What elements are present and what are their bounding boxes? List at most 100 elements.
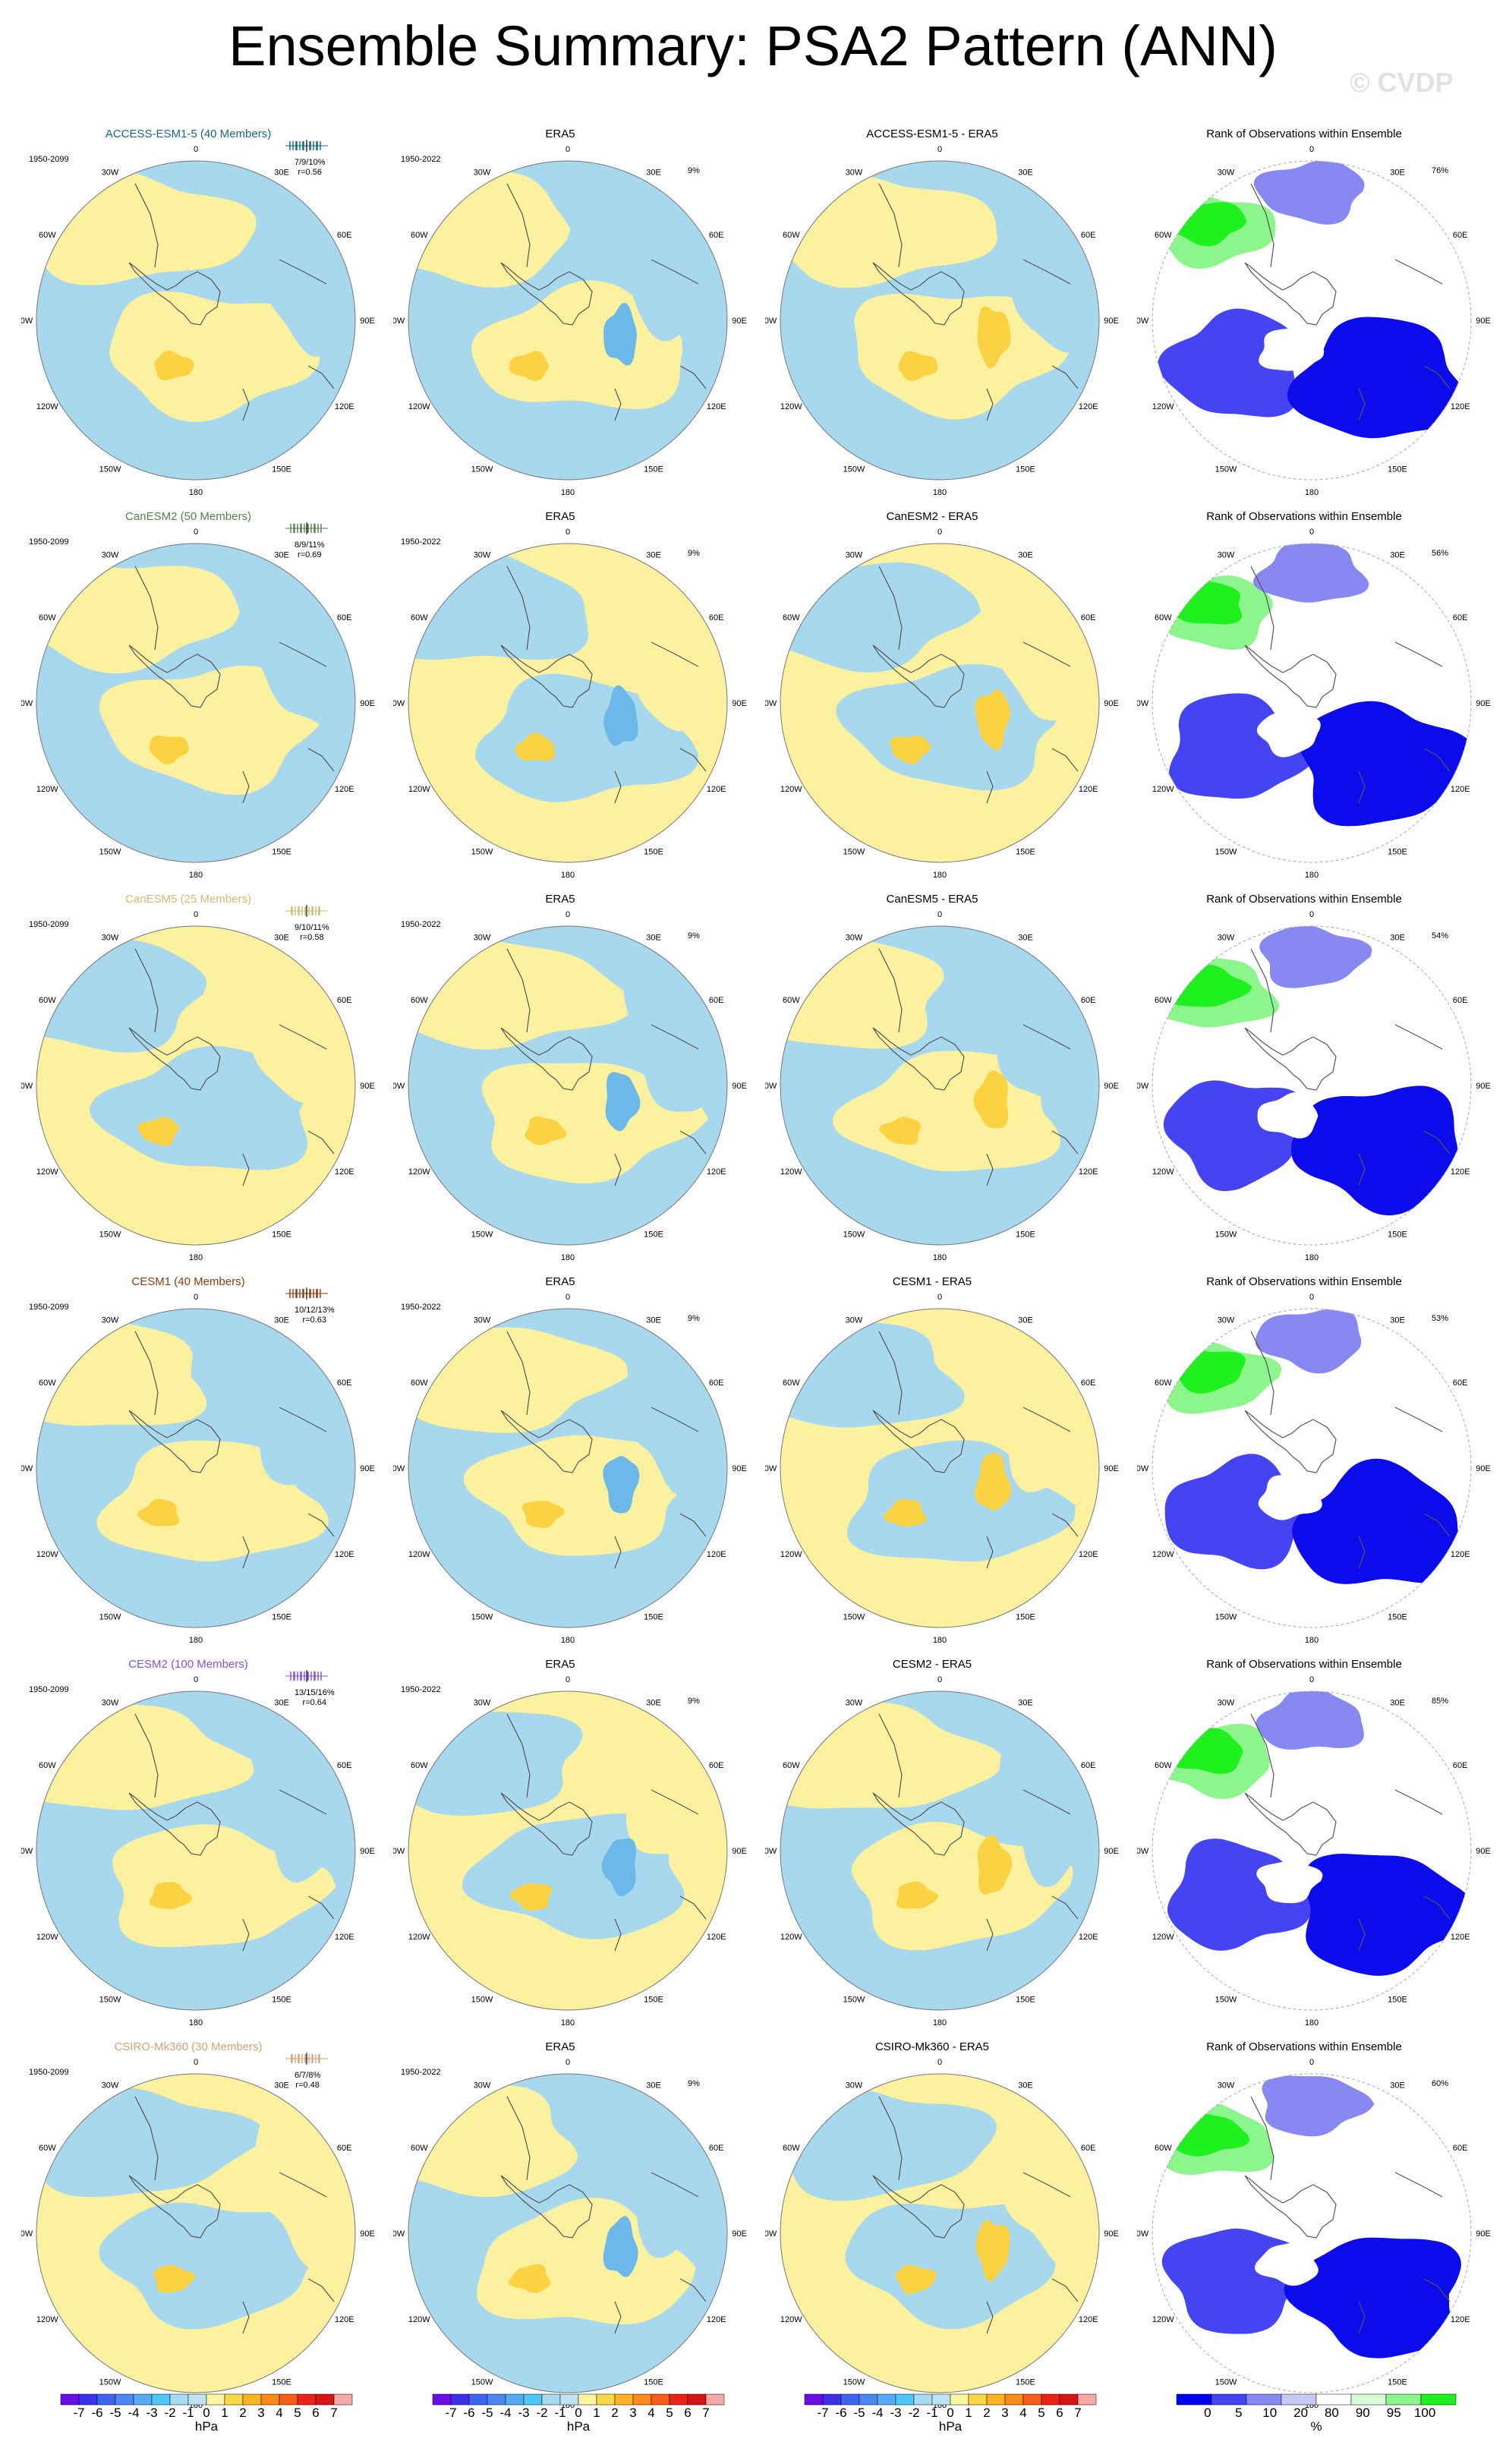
colorbar-svg: 0 5 10 20 80 90 95 100%: [1176, 2393, 1457, 2434]
lon-tick-label: 120E: [1451, 785, 1470, 794]
lon-tick-label: 0: [194, 145, 198, 154]
lon-tick-label: 150E: [1016, 2378, 1035, 2387]
map-border: [1152, 925, 1472, 1246]
variance-pct-range: 7/9/10%: [295, 158, 326, 167]
colorbar-tick: 5: [666, 2406, 673, 2420]
panel-title: CESM1 (40 Members): [131, 1275, 245, 1288]
coastline: [1250, 948, 1274, 1033]
lon-tick-label: 120E: [707, 785, 726, 794]
lon-tick-label: 90E: [732, 317, 747, 326]
colorbar-tick: -7: [73, 2406, 84, 2420]
lon-tick-label: 150W: [471, 1230, 493, 1240]
lon-tick-label: 60E: [1081, 1379, 1096, 1388]
lon-tick-label: 120W: [408, 1550, 430, 1559]
coastline: [1244, 1410, 1337, 1473]
lon-tick-label: 60E: [709, 1379, 724, 1388]
map-border: [780, 543, 1100, 863]
lon-tick-label: 150E: [1388, 465, 1407, 474]
lon-tick-label: 150E: [644, 848, 663, 857]
colorbar-tick: 0: [203, 2406, 210, 2420]
lon-tick-label: 60W: [783, 231, 800, 240]
lon-tick-label: 60W: [411, 996, 428, 1005]
lon-tick-label: 90E: [1476, 1464, 1491, 1473]
colorbar-tick: -1: [182, 2406, 194, 2420]
lon-tick-label: 90E: [360, 2229, 375, 2239]
lon-tick-label: 120W: [408, 785, 430, 794]
lon-tick-label: 30E: [646, 2081, 661, 2090]
variance-pct: 9%: [688, 1314, 700, 1323]
panel-title: Rank of Observations within Ensemble: [1206, 2040, 1402, 2053]
panel-obs: ERA5 0 30E 60E 90E 120E 150E 180 150W 120W 90W 60W 3…: [393, 128, 758, 507]
lon-tick-label: 90E: [1476, 699, 1491, 708]
lon-tick-label: 90W: [393, 1082, 405, 1091]
colorbar-tick: 3: [257, 2406, 264, 2420]
colorbar-svg: -7 -6 -5 -4 -3 -2 -1 0 1 2 3 4 5 6 7 hPa: [60, 2393, 353, 2434]
map-border: [408, 2073, 728, 2393]
lon-tick-label: 150W: [471, 1996, 493, 2005]
cvdp-watermark: © CVDP: [1350, 67, 1454, 98]
lon-tick-label: 180: [1305, 2018, 1319, 2028]
lon-tick-label: 90W: [21, 2229, 33, 2239]
ensemble-stats: 6/7/8% r=0.48: [295, 2071, 320, 2091]
map-border: [408, 925, 728, 1246]
lon-tick-label: 150W: [1215, 1613, 1237, 1622]
coastline: [279, 641, 327, 667]
lon-tick-label: 0: [1309, 528, 1314, 537]
lon-tick-label: 30W: [474, 933, 491, 942]
lon-tick-label: 150E: [1388, 2378, 1407, 2387]
coastline: [872, 2175, 965, 2239]
panel-model: CanESM5 (25 Members) 0 30E 60E 90E 120E 150E 18…: [21, 893, 386, 1272]
coastline: [500, 262, 593, 326]
colorbar-swatch: [78, 2393, 98, 2406]
coastline: [986, 2301, 994, 2334]
lon-tick-label: 30E: [1390, 2081, 1405, 2090]
coastline: [307, 1895, 335, 1920]
colorbar-swatch: [297, 2393, 317, 2406]
lon-tick-label: 30W: [1218, 1315, 1235, 1325]
coastline: [279, 1407, 327, 1432]
lon-tick-label: 180: [561, 2018, 575, 2028]
panel-title: Rank of Observations within Ensemble: [1206, 1275, 1402, 1288]
lon-tick-label: 30W: [846, 550, 863, 559]
variance-pct: 9%: [688, 931, 700, 941]
lon-tick-label: 0: [1309, 2058, 1314, 2067]
colorbar-tick: 5: [1038, 2406, 1044, 2420]
lon-tick-label: 120E: [335, 1167, 354, 1177]
rank-pct: 54%: [1432, 931, 1449, 941]
colorbar-swatch: [559, 2393, 579, 2406]
panel-rank: Rank of Observations within Ensemble 0 30E…: [1137, 128, 1501, 507]
lon-tick-label: 90W: [1137, 699, 1149, 708]
coastline: [128, 2175, 221, 2239]
colorbar-tick: 7: [702, 2406, 709, 2420]
lon-tick-label: 90W: [1137, 1847, 1149, 1856]
lon-tick-label: 90W: [21, 1082, 33, 1091]
coastline: [1250, 2096, 1274, 2181]
colorbar-swatch: [1211, 2393, 1247, 2406]
date-range: 1950-2022: [401, 920, 441, 929]
coastline: [500, 1410, 593, 1473]
lon-tick-label: 150W: [843, 2378, 865, 2387]
map-border: [780, 925, 1100, 1246]
main-title: Ensemble Summary: PSA2 Pattern (ANN): [228, 14, 1278, 77]
lon-tick-label: 60W: [783, 996, 800, 1005]
lon-tick-label: 30E: [1018, 550, 1033, 559]
coastline: [307, 2278, 335, 2302]
polar-map: 0 30E 60E 90E 120E 150E 180 150W 120W 90W 60W 30W: [1137, 528, 1491, 880]
colorbar-tick: 4: [276, 2406, 282, 2420]
pattern-correlation: r=0.48: [295, 2081, 320, 2090]
lon-tick-label: 30W: [1218, 1698, 1235, 1707]
lon-tick-label: 0: [937, 145, 942, 154]
panel-model: CSIRO-Mk360 (30 Members) 0 30E 60E 90E 120E 15…: [21, 2040, 386, 2420]
coastline: [1244, 1027, 1337, 1091]
lon-tick-label: 60W: [783, 1761, 800, 1770]
variance-pct-range: 8/9/11%: [295, 540, 325, 550]
coastline: [1051, 1513, 1079, 1537]
ensemble-stats: 13/15/16% r=0.64: [295, 1688, 335, 1708]
coastline: [1022, 1024, 1071, 1050]
lon-tick-label: 0: [1309, 910, 1314, 919]
colorbar-swatch: [804, 2393, 824, 2406]
coastline: [279, 1024, 327, 1050]
coastline: [614, 1153, 622, 1186]
colorbar-unit: hPa: [567, 2419, 591, 2434]
coastline: [878, 2096, 903, 2181]
